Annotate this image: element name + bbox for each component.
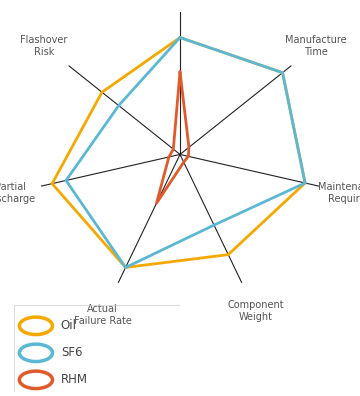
Text: RHM: RHM	[61, 373, 88, 386]
Text: Partial
Discharge: Partial Discharge	[0, 182, 35, 204]
Text: Oil: Oil	[61, 319, 77, 332]
Text: Maintenance
Required: Maintenance Required	[318, 182, 360, 204]
Text: Component
Weight: Component Weight	[227, 300, 284, 322]
Text: Actual
Failure Rate: Actual Failure Rate	[74, 304, 132, 326]
Text: Flashover
Risk: Flashover Risk	[20, 35, 68, 57]
Text: SF6: SF6	[61, 346, 82, 359]
Text: Manufacture
Time: Manufacture Time	[285, 35, 347, 57]
